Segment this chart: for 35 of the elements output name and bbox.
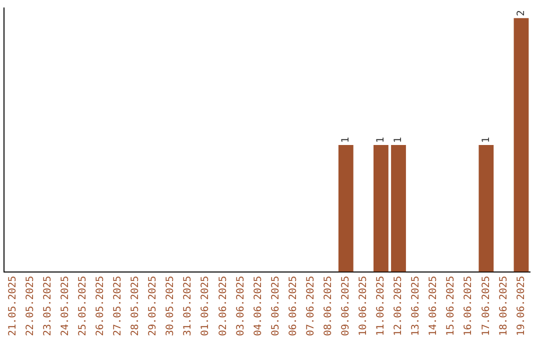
x-tick-label: 23.05.2025: [42, 276, 54, 336]
x-tick-label: 24.05.2025: [60, 276, 71, 336]
data-label: 1: [393, 136, 404, 143]
x-tick-label: 14.06.2025: [428, 276, 440, 336]
data-label: 2: [516, 10, 527, 16]
x-tick-label: 10.06.2025: [358, 276, 370, 336]
x-tick-label: 30.05.2025: [165, 276, 176, 336]
data-label: 1: [376, 136, 387, 143]
x-tick-label: 08.06.2025: [322, 276, 334, 336]
x-tick-label: 29.05.2025: [148, 276, 159, 336]
data-label: 1: [340, 136, 352, 143]
x-tick-label: 22.05.2025: [24, 276, 36, 336]
x-tick-label: 09.06.2025: [340, 276, 352, 336]
x-tick-label: 18.06.2025: [498, 276, 510, 336]
x-tick-label: 26.05.2025: [95, 276, 106, 336]
data-label: 1: [480, 136, 492, 143]
x-tick-label: 12.06.2025: [393, 276, 404, 336]
x-tick-label: 16.06.2025: [463, 276, 474, 336]
x-tick-label: 15.06.2025: [446, 276, 457, 336]
x-tick-label: 25.05.2025: [77, 276, 88, 336]
x-tick-label: 21.05.2025: [7, 276, 18, 336]
x-tick-label: 19.06.2025: [516, 276, 527, 336]
x-tick-label: 28.05.2025: [130, 276, 142, 336]
x-tick-label: 07.06.2025: [305, 276, 316, 336]
x-tick-label: 05.06.2025: [270, 276, 282, 336]
x-tick-label: 17.06.2025: [480, 276, 492, 336]
x-tick-label: 27.05.2025: [112, 276, 124, 336]
x-tick-label: 31.05.2025: [182, 276, 194, 336]
x-tick-label: 06.06.2025: [288, 276, 299, 336]
x-tick-label: 01.06.2025: [200, 276, 212, 336]
x-tick-label: 02.06.2025: [218, 276, 229, 336]
x-tick-label: 04.06.2025: [252, 276, 264, 336]
x-tick-label: 03.06.2025: [235, 276, 246, 336]
x-tick-label: 13.06.2025: [410, 276, 422, 336]
x-tick-label: 11.06.2025: [376, 276, 387, 336]
